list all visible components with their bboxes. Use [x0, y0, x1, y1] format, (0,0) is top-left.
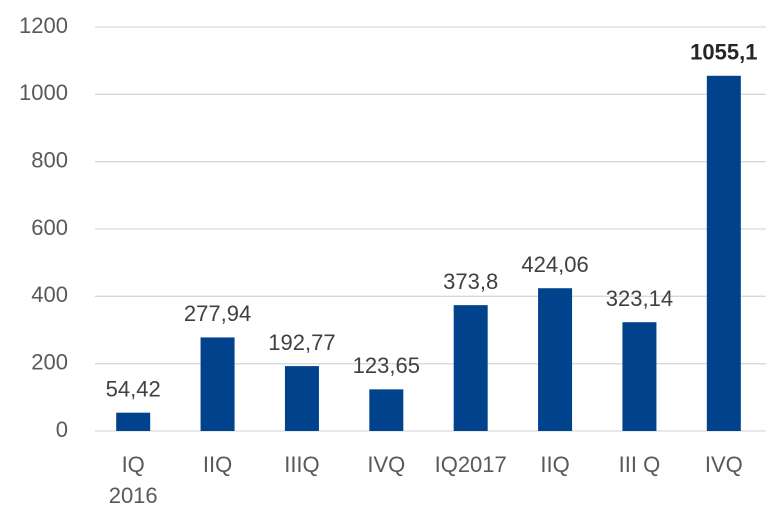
x-tick-label: III Q — [619, 452, 661, 477]
value-label: 54,42 — [106, 376, 161, 401]
bar — [369, 389, 404, 431]
value-label: 1055,1 — [690, 40, 757, 65]
x-tick-label: IVQ — [705, 452, 743, 477]
x-tick-label: IVQ — [367, 452, 405, 477]
value-label: 123,65 — [353, 353, 420, 378]
value-label: 192,77 — [268, 330, 335, 355]
x-tick-label: IIQ — [203, 452, 232, 477]
x-tick-label: IQ2017 — [435, 452, 507, 477]
y-tick-label: 800 — [31, 147, 68, 172]
bar — [284, 366, 319, 431]
bar — [622, 322, 657, 431]
bar — [453, 305, 488, 431]
y-tick-label: 0 — [56, 417, 68, 442]
y-tick-label: 400 — [31, 282, 68, 307]
y-tick-label: 1000 — [19, 80, 68, 105]
x-tick-label: IIQ — [540, 452, 569, 477]
x-tick-label: IQ 2016 — [109, 452, 158, 508]
value-label: 373,8 — [443, 269, 498, 294]
y-tick-label: 1200 — [19, 13, 68, 38]
bar — [706, 75, 741, 432]
bar — [116, 412, 151, 431]
y-tick-label: 600 — [31, 215, 68, 240]
value-label: 277,94 — [184, 301, 251, 326]
value-label: 424,06 — [521, 252, 588, 277]
value-label: 323,14 — [606, 286, 673, 311]
bar — [200, 337, 235, 431]
y-tick-label: 200 — [31, 349, 68, 374]
x-tick-label: IIIQ — [284, 452, 319, 477]
bar — [538, 288, 573, 431]
